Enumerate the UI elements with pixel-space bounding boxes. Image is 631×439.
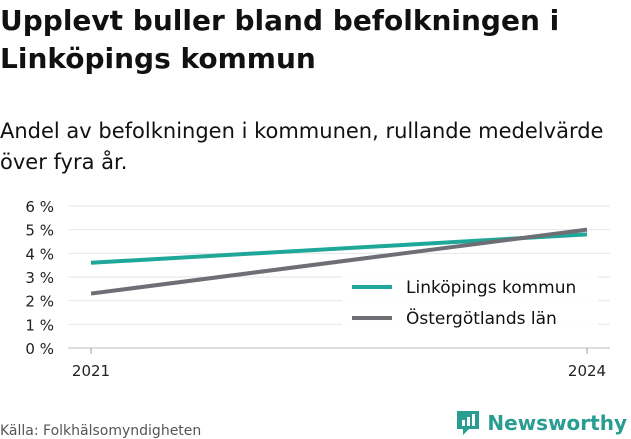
- x-axis-tick-labels: 2021 2024: [72, 348, 606, 380]
- line-chart: 0 % 1 % 2 % 3 % 4 % 5 % 6 % 2021 2024 Linköping…: [25, 198, 610, 380]
- y-tick-label: 0 %: [25, 340, 54, 358]
- chart-title: Upplevt buller bland befolkningen i Link…: [0, 4, 560, 75]
- legend: Linköpings kommun Östergötlands län: [342, 270, 598, 334]
- legend-label: Östergötlands län: [406, 307, 557, 329]
- series-line-1: [90, 227, 588, 296]
- brand-logo: Newsworthy: [455, 409, 627, 437]
- y-tick-label: 3 %: [25, 269, 54, 287]
- legend-label: Linköpings kommun: [406, 278, 576, 298]
- x-tick-label: 2024: [568, 362, 606, 380]
- y-tick-label: 1 %: [25, 316, 54, 334]
- series-lines: [90, 227, 588, 296]
- brand-name: Newsworthy: [487, 411, 627, 435]
- y-tick-label: 4 %: [25, 245, 54, 263]
- source-note: Källa: Folkhälsomyndigheten: [0, 423, 202, 439]
- x-tick-label: 2021: [72, 362, 110, 380]
- y-tick-label: 6 %: [25, 198, 54, 216]
- y-tick-label: 5 %: [25, 222, 54, 240]
- y-tick-label: 2 %: [25, 293, 54, 311]
- legend-background: [342, 270, 598, 334]
- chart-subtitle: Andel av befolkningen i kommunen, rullan…: [0, 119, 604, 174]
- newsworthy-logo-icon: [457, 411, 480, 435]
- grid-lines: [68, 205, 610, 349]
- y-axis-tick-labels: 0 % 1 % 2 % 3 % 4 % 5 % 6 %: [25, 198, 54, 358]
